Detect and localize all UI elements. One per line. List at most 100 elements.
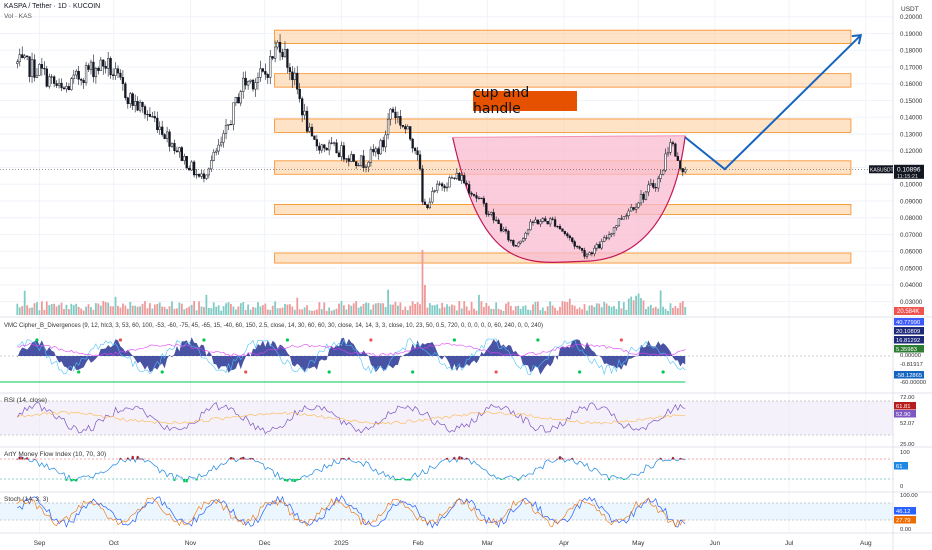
volume-bar <box>419 304 421 315</box>
volume-bar <box>566 302 569 315</box>
candle-body <box>256 77 260 83</box>
volume-bar <box>340 301 343 315</box>
y-tick-label: 0.14000 <box>900 115 923 122</box>
volume-bar <box>48 305 51 315</box>
candle-body <box>359 155 363 166</box>
volume-bar <box>620 308 623 315</box>
mfi-oversold <box>185 479 188 483</box>
volume-bar <box>411 301 414 315</box>
mfi-oversold <box>396 479 399 481</box>
candle-body <box>372 149 375 153</box>
volume-bar <box>301 309 304 315</box>
candle-body <box>499 223 503 232</box>
vmc-badge <box>894 345 924 353</box>
volume-bar <box>180 303 183 315</box>
candle-body <box>62 87 66 90</box>
y-tick-label: 0.07000 <box>900 232 923 239</box>
candle-body <box>684 169 687 173</box>
volume-bar <box>166 308 169 315</box>
mfi-overbought <box>465 457 468 460</box>
candle-body <box>84 65 88 83</box>
candle-body <box>318 145 321 151</box>
candle-body <box>121 77 125 85</box>
candle-body <box>131 93 134 106</box>
candle-body <box>406 126 409 130</box>
volume-bar <box>338 303 340 315</box>
candle-body <box>136 101 139 111</box>
mfi-overbought <box>26 457 29 460</box>
candle-body <box>674 143 677 157</box>
volume-bar <box>55 306 58 315</box>
candle-body <box>382 140 385 148</box>
volume-bar <box>509 305 512 315</box>
candle-body <box>418 154 422 170</box>
volume-bar <box>308 310 311 315</box>
volume-bar <box>85 306 87 315</box>
candle-body <box>391 108 395 113</box>
vmc-dot <box>494 370 498 374</box>
y-tick-label: 0.17000 <box>900 64 923 71</box>
candle-body <box>278 41 282 53</box>
candle-body <box>72 74 75 79</box>
volume-bar <box>473 308 475 315</box>
volume-bar <box>45 301 48 315</box>
rsi-line <box>17 402 686 435</box>
volume-bar <box>97 303 100 315</box>
mfi-oversold <box>608 479 611 481</box>
price-badge <box>894 164 924 179</box>
mfi-badge-text: 61 <box>896 464 902 470</box>
vmc-badge <box>894 318 924 326</box>
volume-bar <box>107 302 110 315</box>
candle-body <box>357 165 360 167</box>
candle-body <box>566 233 569 237</box>
mfi-oversold <box>279 479 282 480</box>
volume-bar <box>649 304 652 315</box>
candle-body <box>573 241 576 247</box>
volume-bar <box>443 307 446 315</box>
candle-body <box>332 142 336 144</box>
candle-body <box>35 75 39 78</box>
candle-body <box>622 216 625 220</box>
candle-body <box>352 154 355 162</box>
candle-body <box>470 192 473 195</box>
candle-body <box>612 227 616 234</box>
volume-bar <box>568 298 571 315</box>
candle-body <box>134 101 137 106</box>
price-value: 0.10896 <box>897 166 921 173</box>
mfi-badge <box>894 462 908 470</box>
volume-bar <box>293 309 296 315</box>
candle-body <box>18 54 21 62</box>
candle-body <box>627 210 630 216</box>
vmc-dot <box>452 338 456 342</box>
candle-body <box>97 67 100 71</box>
volume-bar <box>109 306 112 315</box>
volume-bar <box>114 296 117 315</box>
volume-bar <box>65 304 68 315</box>
candle-body <box>259 68 262 78</box>
candle-body <box>529 221 532 231</box>
x-tick-label: May <box>632 540 645 547</box>
volume-bar <box>33 303 36 315</box>
candle-body <box>168 131 171 147</box>
candle-body <box>553 219 557 227</box>
volume-bar <box>539 310 542 315</box>
mfi-overbought <box>21 457 24 460</box>
stoch-d-line <box>17 497 686 528</box>
volume-bar <box>257 302 259 315</box>
volume-bar <box>421 250 424 315</box>
mfi-oversold <box>70 479 73 482</box>
candle-body <box>367 162 370 168</box>
stoch-badge <box>894 507 916 515</box>
volume-bar <box>153 304 156 315</box>
x-tick-label: Nov <box>185 540 197 547</box>
volume-bar <box>647 306 650 315</box>
candle-body <box>89 61 93 70</box>
candle-body <box>242 77 245 92</box>
candle-body <box>173 143 176 152</box>
volume-bar <box>662 306 665 315</box>
candle-body <box>21 54 24 58</box>
volume-bar <box>274 301 277 315</box>
candle-body <box>308 126 311 132</box>
mfi-overbought <box>460 457 463 460</box>
volume-bar <box>318 302 321 315</box>
